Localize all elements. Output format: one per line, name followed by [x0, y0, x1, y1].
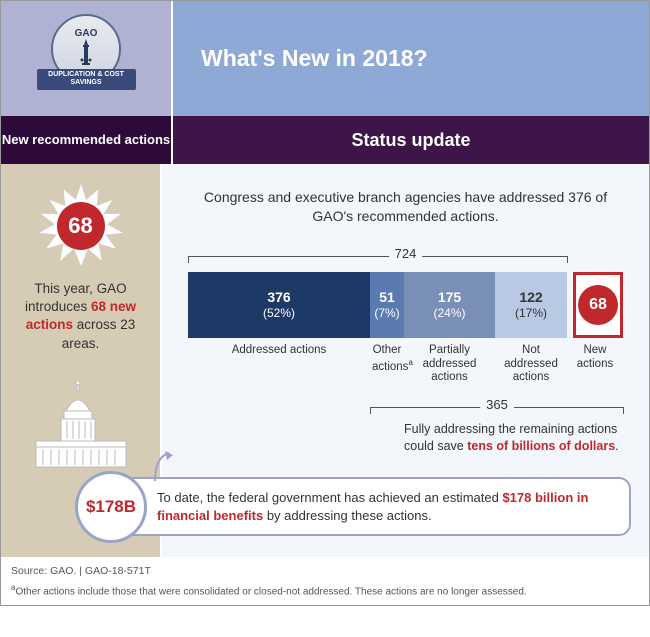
remaining-note: Fully addressing the remaining actions c…: [404, 421, 623, 455]
starburst-badge: 68: [37, 182, 125, 270]
page-title: What's New in 2018?: [201, 45, 428, 72]
remaining-suffix: .: [615, 439, 618, 453]
bracket-bottom: 365: [188, 397, 623, 419]
callout-badge: $178B: [75, 471, 147, 543]
left-intro-text: This year, GAO introduces 68 new actions…: [13, 280, 148, 353]
capitol-icon: [31, 381, 131, 471]
infographic-container: GAO DUPLICATION & COST SAVINGS What's Ne…: [0, 0, 650, 606]
callout-prefix: To date, the federal government has achi…: [157, 490, 502, 505]
bar-segment-label: Other actionsa: [370, 344, 404, 385]
bar-segment-label: Not addressed actions: [495, 344, 567, 385]
subheader-left: New recommended actions: [1, 116, 173, 164]
bar-segment-label: Addressed actions: [188, 344, 370, 385]
body-right-col: Congress and executive branch agencies h…: [162, 164, 649, 557]
intro-text: Congress and executive branch agencies h…: [198, 188, 613, 226]
logo-org-text: GAO: [75, 28, 98, 39]
callout-pointer-icon: [151, 451, 173, 481]
bracket-top: 724: [188, 246, 623, 268]
source-text: Source: GAO. | GAO-18-571T: [11, 565, 639, 577]
remaining-highlight: tens of billions of dollars: [467, 439, 615, 453]
logo-banner: DUPLICATION & COST SAVINGS: [37, 69, 136, 90]
gao-logo-badge: GAO DUPLICATION & COST SAVINGS: [29, 14, 144, 104]
footnote: aOther actions include those that were c…: [11, 583, 639, 597]
bar-segment-label: New actions: [567, 344, 623, 385]
header: GAO DUPLICATION & COST SAVINGS What's Ne…: [1, 1, 649, 116]
burst-number: 68: [57, 202, 105, 250]
subheader: New recommended actions Status update: [1, 116, 649, 164]
bracket-top-line: [188, 256, 568, 257]
bar-row: 376(52%)51(7%)175(24%)122(17%)68: [188, 272, 623, 338]
status-bar-chart: 724 376(52%)51(7%)175(24%)122(17%)68 Add…: [188, 246, 623, 455]
bar-segment: 122(17%): [495, 272, 567, 338]
header-title-cell: What's New in 2018?: [173, 1, 649, 116]
bar-segment: 376(52%): [188, 272, 370, 338]
bar-segment-new: 68: [573, 272, 623, 338]
bracket-top-label: 724: [389, 246, 423, 261]
body: 68 This year, GAO introduces 68 new acti…: [1, 164, 649, 557]
callout: $178B To date, the federal government ha…: [75, 471, 631, 543]
callout-box: To date, the federal government has achi…: [107, 477, 631, 536]
header-logo-cell: GAO DUPLICATION & COST SAVINGS: [1, 1, 173, 116]
bar-segment: 51(7%): [370, 272, 404, 338]
bar-segment-label: Partially addressed actions: [404, 344, 495, 385]
left-text-suffix: across 23 areas.: [62, 317, 136, 350]
footnote-text: Other actions include those that were co…: [15, 586, 526, 597]
callout-suffix: by addressing these actions.: [263, 508, 431, 523]
subheader-right: Status update: [173, 116, 649, 164]
torch-icon: [76, 37, 96, 67]
bar-segment: 175(24%): [404, 272, 495, 338]
labels-row: Addressed actionsOther actionsaPartially…: [188, 344, 623, 385]
footer: Source: GAO. | GAO-18-571T aOther action…: [1, 557, 649, 605]
bracket-bottom-label: 365: [480, 397, 514, 412]
